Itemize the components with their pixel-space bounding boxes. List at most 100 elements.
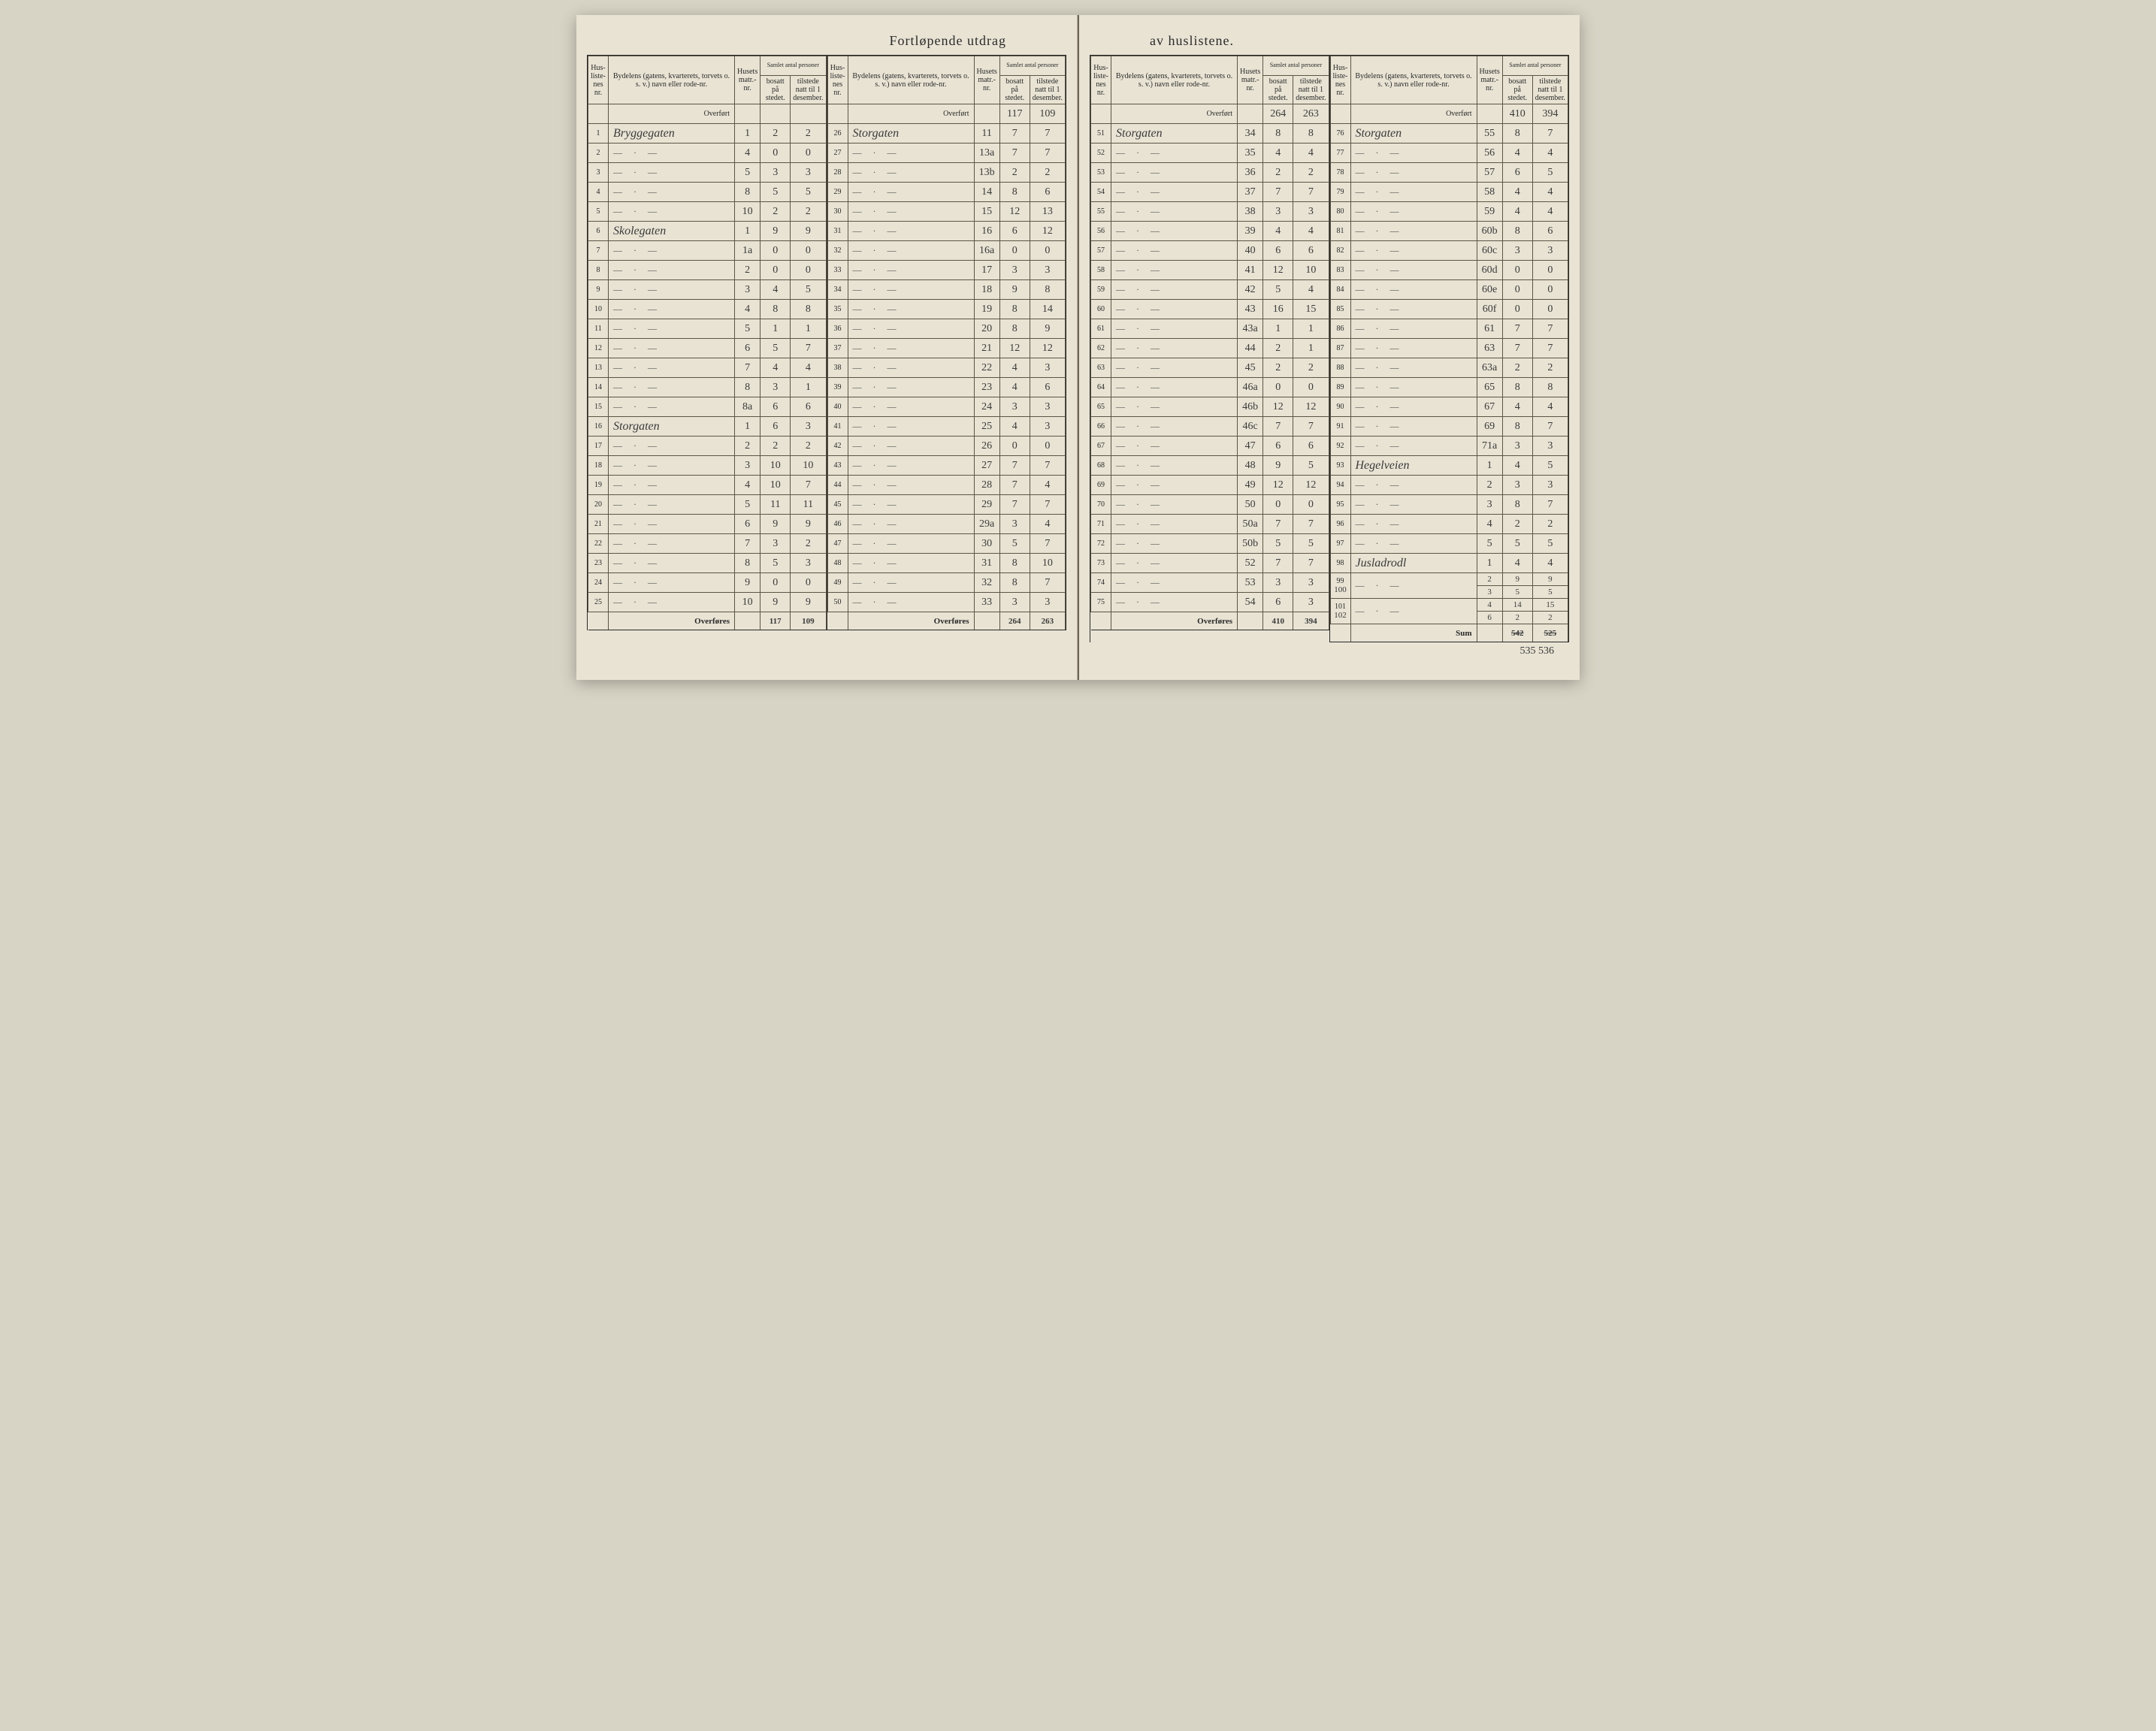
ditto-mark: — · — [1356, 382, 1404, 392]
table-row: 63 — · — 45 2 2 [1091, 358, 1329, 378]
ditto-mark: — · — [1116, 382, 1164, 392]
ditto-mark: — · — [1116, 479, 1164, 490]
street-name: Hegelveien [1356, 459, 1410, 472]
ditto-mark: — · — [613, 382, 661, 392]
table-row: 65 — · — 46b 12 12 [1091, 397, 1329, 417]
ditto-mark: — · — [1116, 167, 1164, 177]
table-row: 68 — · — 48 9 5 [1091, 456, 1329, 476]
street-name: Storgaten [1116, 127, 1163, 140]
ditto-mark: — · — [1356, 284, 1404, 295]
table-row: 75 — · — 54 6 3 [1091, 593, 1329, 612]
table-row: 49 — · — 32 8 7 [827, 573, 1066, 593]
ditto-mark: — · — [853, 401, 901, 412]
table-row: 73 — · — 52 7 7 [1091, 554, 1329, 573]
table-row: 19 — · — 4 10 7 [588, 476, 827, 495]
table-row: 28 — · — 13b 2 2 [827, 163, 1066, 183]
table-row: 70 — · — 50 0 0 [1091, 495, 1329, 515]
table-row: 43 — · — 27 7 7 [827, 456, 1066, 476]
table-row: 57 — · — 40 6 6 [1091, 241, 1329, 261]
ditto-mark: — · — [1356, 245, 1404, 255]
ditto-mark: — · — [613, 538, 661, 548]
table-row: 36 — · — 20 8 9 [827, 319, 1066, 339]
ditto-mark: — · — [853, 577, 901, 588]
table-row: 80 — · — 59 4 4 [1330, 202, 1568, 222]
ditto-mark: — · — [853, 557, 901, 568]
ditto-mark: — · — [613, 479, 661, 490]
table-row: 41 — · — 25 4 3 [827, 417, 1066, 437]
table-row: 47 — · — 30 5 7 [827, 534, 1066, 554]
ditto-mark: — · — [853, 440, 901, 451]
ditto-mark: — · — [1116, 284, 1164, 295]
ditto-mark: — · — [1116, 577, 1164, 588]
table-row: 72 — · — 50b 5 5 [1091, 534, 1329, 554]
right-page: av huslistene. Hus-liste-nes nr. Bydelen… [1079, 15, 1580, 680]
table-row: 12 — · — 6 5 7 [588, 339, 827, 358]
ledger-column: Hus-liste-nes nr. Bydelens (gatens, kvar… [1090, 55, 1330, 642]
page-title-right: av huslistene. [1120, 33, 1539, 49]
ditto-mark: — · — [853, 460, 901, 470]
ditto-mark: — · — [613, 518, 661, 529]
table-row: 88 — · — 63a 2 2 [1330, 358, 1568, 378]
table-row: 11 — · — 5 1 1 [588, 319, 827, 339]
left-page: Fortløpende utdrag Hus-liste-nes nr. Byd… [576, 15, 1078, 680]
ditto-mark: — · — [1356, 225, 1404, 236]
table-row: 1 Bryggegaten 1 2 2 [588, 124, 827, 143]
ditto-mark: — · — [613, 440, 661, 451]
table-row: 66 — · — 46c 7 7 [1091, 417, 1329, 437]
ditto-mark: — · — [853, 167, 901, 177]
street-name: Bryggegaten [613, 127, 675, 140]
ditto-mark: — · — [1116, 460, 1164, 470]
table-row: 25 — · — 10 9 9 [588, 593, 827, 612]
table-row: 18 — · — 3 10 10 [588, 456, 827, 476]
overfores-row: Overføres 117 109 [588, 612, 827, 630]
ditto-mark: — · — [1116, 421, 1164, 431]
table-row: 50 — · — 33 3 3 [827, 593, 1066, 612]
ditto-mark: — · — [613, 284, 661, 295]
table-row: 71 — · — 50a 7 7 [1091, 515, 1329, 534]
street-name: Storgaten [613, 420, 660, 433]
ditto-mark: — · — [613, 577, 661, 588]
table-row: 48 — · — 31 8 10 [827, 554, 1066, 573]
ditto-mark: — · — [613, 362, 661, 373]
ditto-mark: — · — [1116, 401, 1164, 412]
ditto-mark: — · — [613, 206, 661, 216]
ditto-mark: — · — [1356, 401, 1404, 412]
table-row: 60 — · — 43 16 15 [1091, 300, 1329, 319]
table-row: 33 — · — 17 3 3 [827, 261, 1066, 280]
ditto-mark: — · — [1116, 343, 1164, 353]
ditto-mark: — · — [853, 323, 901, 334]
ditto-mark: — · — [1116, 186, 1164, 197]
ditto-mark: — · — [853, 479, 901, 490]
table-row: 85 — · — 60f 0 0 [1330, 300, 1568, 319]
ditto-mark: — · — [613, 343, 661, 353]
overfort-row: Overført 117 109 [827, 104, 1066, 124]
ditto-mark: — · — [613, 167, 661, 177]
ditto-mark: — · — [1356, 147, 1404, 158]
table-row: 27 — · — 13a 7 7 [827, 143, 1066, 163]
ditto-mark: — · — [613, 186, 661, 197]
ditto-mark: — · — [1356, 167, 1404, 177]
street-name: Jusladrodl [1356, 557, 1407, 569]
table-row: 55 — · — 38 3 3 [1091, 202, 1329, 222]
table-row: 79 — · — 58 4 4 [1330, 183, 1568, 202]
table-row: 51 Storgaten 34 8 8 [1091, 124, 1329, 143]
table-row: 32 — · — 16a 0 0 [827, 241, 1066, 261]
table-row: 22 — · — 7 3 2 [588, 534, 827, 554]
ditto-mark: — · — [1116, 323, 1164, 334]
ditto-mark: — · — [853, 147, 901, 158]
ditto-mark: — · — [1116, 440, 1164, 451]
table-row: 6 Skolegaten 1 9 9 [588, 222, 827, 241]
ditto-mark: — · — [853, 186, 901, 197]
table-row: 98 Jusladrodl 1 4 4 [1330, 554, 1568, 573]
ditto-mark: — · — [1356, 323, 1404, 334]
ditto-mark: — · — [1356, 421, 1404, 431]
table-row: 15 — · — 8a 6 6 [588, 397, 827, 417]
table-row: 3 — · — 5 3 3 [588, 163, 827, 183]
table-row: 29 — · — 14 8 6 [827, 183, 1066, 202]
table-row: 31 — · — 16 6 12 [827, 222, 1066, 241]
ditto-mark: — · — [1116, 245, 1164, 255]
ledger-spread: Fortløpende utdrag Hus-liste-nes nr. Byd… [576, 15, 1580, 680]
ditto-mark: — · — [853, 304, 901, 314]
table-row: 23 — · — 8 5 3 [588, 554, 827, 573]
ledger-column: Hus-liste-nes nr. Bydelens (gatens, kvar… [1330, 55, 1570, 642]
